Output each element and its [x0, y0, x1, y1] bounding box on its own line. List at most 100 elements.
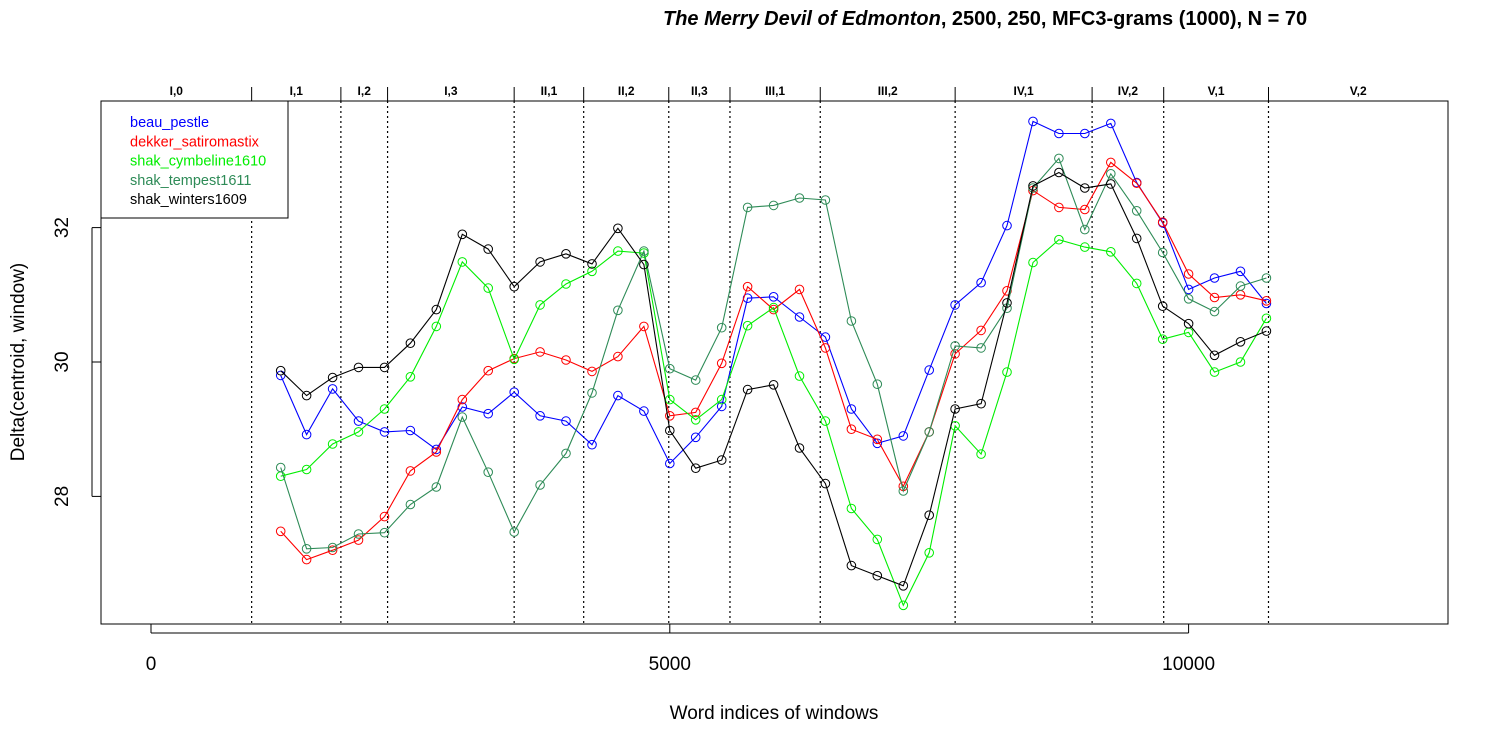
- data-point: [950, 341, 960, 351]
- series-lines: [275, 116, 1272, 611]
- data-point: [1157, 334, 1168, 345]
- data-point: [794, 312, 805, 322]
- data-point: [405, 466, 416, 476]
- data-point: [924, 365, 935, 375]
- data-point: [1106, 157, 1116, 168]
- data-point: [639, 259, 649, 270]
- data-point: [768, 302, 779, 313]
- data-point: [353, 427, 364, 437]
- data-point: [639, 321, 649, 332]
- scene-label: III,1: [765, 84, 785, 98]
- data-point: [768, 292, 779, 302]
- data-point: [379, 527, 390, 538]
- data-point: [976, 277, 986, 288]
- series-line-dekker_satiromastix: [280, 161, 1267, 561]
- data-point: [379, 511, 390, 522]
- legend-entry: shak_winters1609: [130, 192, 247, 208]
- data-point: [1106, 247, 1116, 257]
- data-point: [561, 416, 571, 426]
- data-point: [509, 354, 520, 365]
- data-point: [1235, 357, 1246, 367]
- data-point: [1131, 178, 1142, 188]
- data-point: [1235, 266, 1246, 277]
- data-point: [431, 444, 442, 455]
- data-point: [1261, 298, 1272, 309]
- data-point: [1235, 281, 1246, 291]
- data-point: [1054, 202, 1064, 213]
- data-point: [924, 510, 935, 521]
- scene-label: V,2: [1350, 84, 1367, 98]
- data-point: [690, 463, 701, 474]
- data-point: [976, 449, 986, 459]
- data-point: [1157, 301, 1168, 312]
- data-point: [405, 338, 416, 349]
- data-point: [846, 503, 857, 514]
- data-point: [742, 202, 753, 213]
- data-point: [1106, 179, 1116, 189]
- data-point: [405, 425, 416, 436]
- scene-label: V,1: [1208, 84, 1225, 98]
- data-point: [1028, 181, 1038, 191]
- data-point: [301, 544, 312, 554]
- data-point: [690, 407, 701, 418]
- data-point: [327, 372, 338, 383]
- data-point: [1106, 169, 1116, 179]
- data-point: [327, 545, 338, 556]
- data-point: [1157, 247, 1168, 258]
- data-point: [1183, 269, 1194, 279]
- axes: 0 5000 10000 28 30 32: [52, 217, 1215, 675]
- data-point: [353, 529, 364, 539]
- data-point: [742, 281, 753, 292]
- data-point: [509, 527, 520, 537]
- data-point: [301, 464, 312, 475]
- data-point: [613, 246, 623, 256]
- data-point: [613, 390, 623, 401]
- data-point: [846, 316, 857, 326]
- data-point: [301, 429, 312, 440]
- data-point: [431, 482, 442, 492]
- data-point: [665, 425, 675, 436]
- data-point: [820, 343, 831, 353]
- data-point: [794, 371, 805, 381]
- data-point: [275, 365, 286, 376]
- legend-entry: shak_tempest1611: [130, 173, 251, 189]
- data-point: [613, 223, 623, 234]
- data-point: [327, 542, 338, 553]
- data-point: [353, 362, 364, 373]
- data-point: [1261, 326, 1272, 336]
- chart-title-params: , 2500, 250, MFC3-grams (1000), N = 70: [940, 8, 1308, 30]
- data-point: [1028, 116, 1038, 127]
- data-point: [405, 372, 416, 382]
- data-point: [1131, 206, 1142, 216]
- data-point: [976, 325, 986, 336]
- data-point: [431, 321, 442, 332]
- data-point: [457, 412, 468, 422]
- data-point: [587, 388, 597, 398]
- data-point: [405, 499, 416, 510]
- data-point: [1209, 292, 1220, 303]
- data-point: [275, 526, 286, 537]
- scene-label: III,2: [878, 84, 898, 98]
- data-point: [431, 447, 442, 457]
- data-point: [846, 404, 857, 414]
- data-point: [1080, 242, 1090, 252]
- data-point: [846, 424, 857, 435]
- data-point: [794, 443, 805, 453]
- data-point: [379, 427, 390, 437]
- scene-label: II,1: [541, 84, 558, 98]
- data-point: [846, 560, 857, 571]
- data-point: [820, 478, 831, 489]
- data-point: [690, 432, 701, 443]
- data-point: [716, 401, 727, 412]
- data-point: [561, 448, 571, 459]
- data-point: [1183, 284, 1194, 295]
- data-point: [483, 467, 494, 478]
- y-tick-label: 28: [52, 486, 73, 507]
- legend-entry: shak_cymbeline1610: [130, 154, 266, 170]
- data-point: [587, 439, 597, 450]
- data-point: [301, 390, 312, 401]
- data-point: [742, 320, 753, 331]
- data-point: [1261, 296, 1272, 306]
- data-point: [457, 257, 468, 267]
- data-point: [483, 244, 494, 254]
